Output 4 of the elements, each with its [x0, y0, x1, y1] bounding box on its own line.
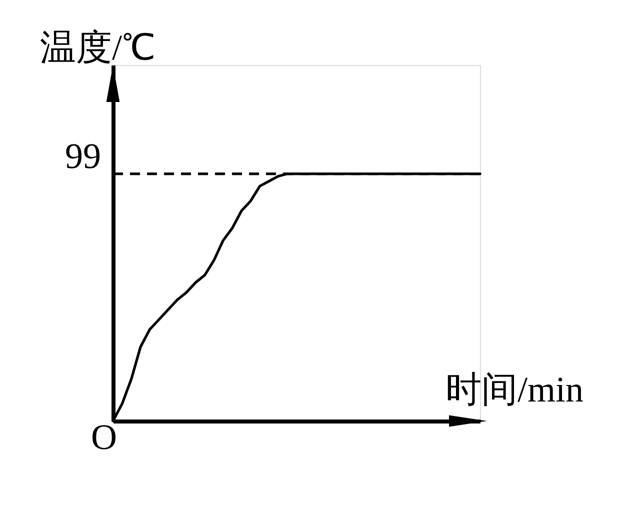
annotation: O [91, 417, 117, 457]
text: 99 [65, 136, 101, 176]
x-axis-title: 时间/min [445, 370, 584, 410]
y-axis-title: 温度/℃ [40, 28, 156, 68]
